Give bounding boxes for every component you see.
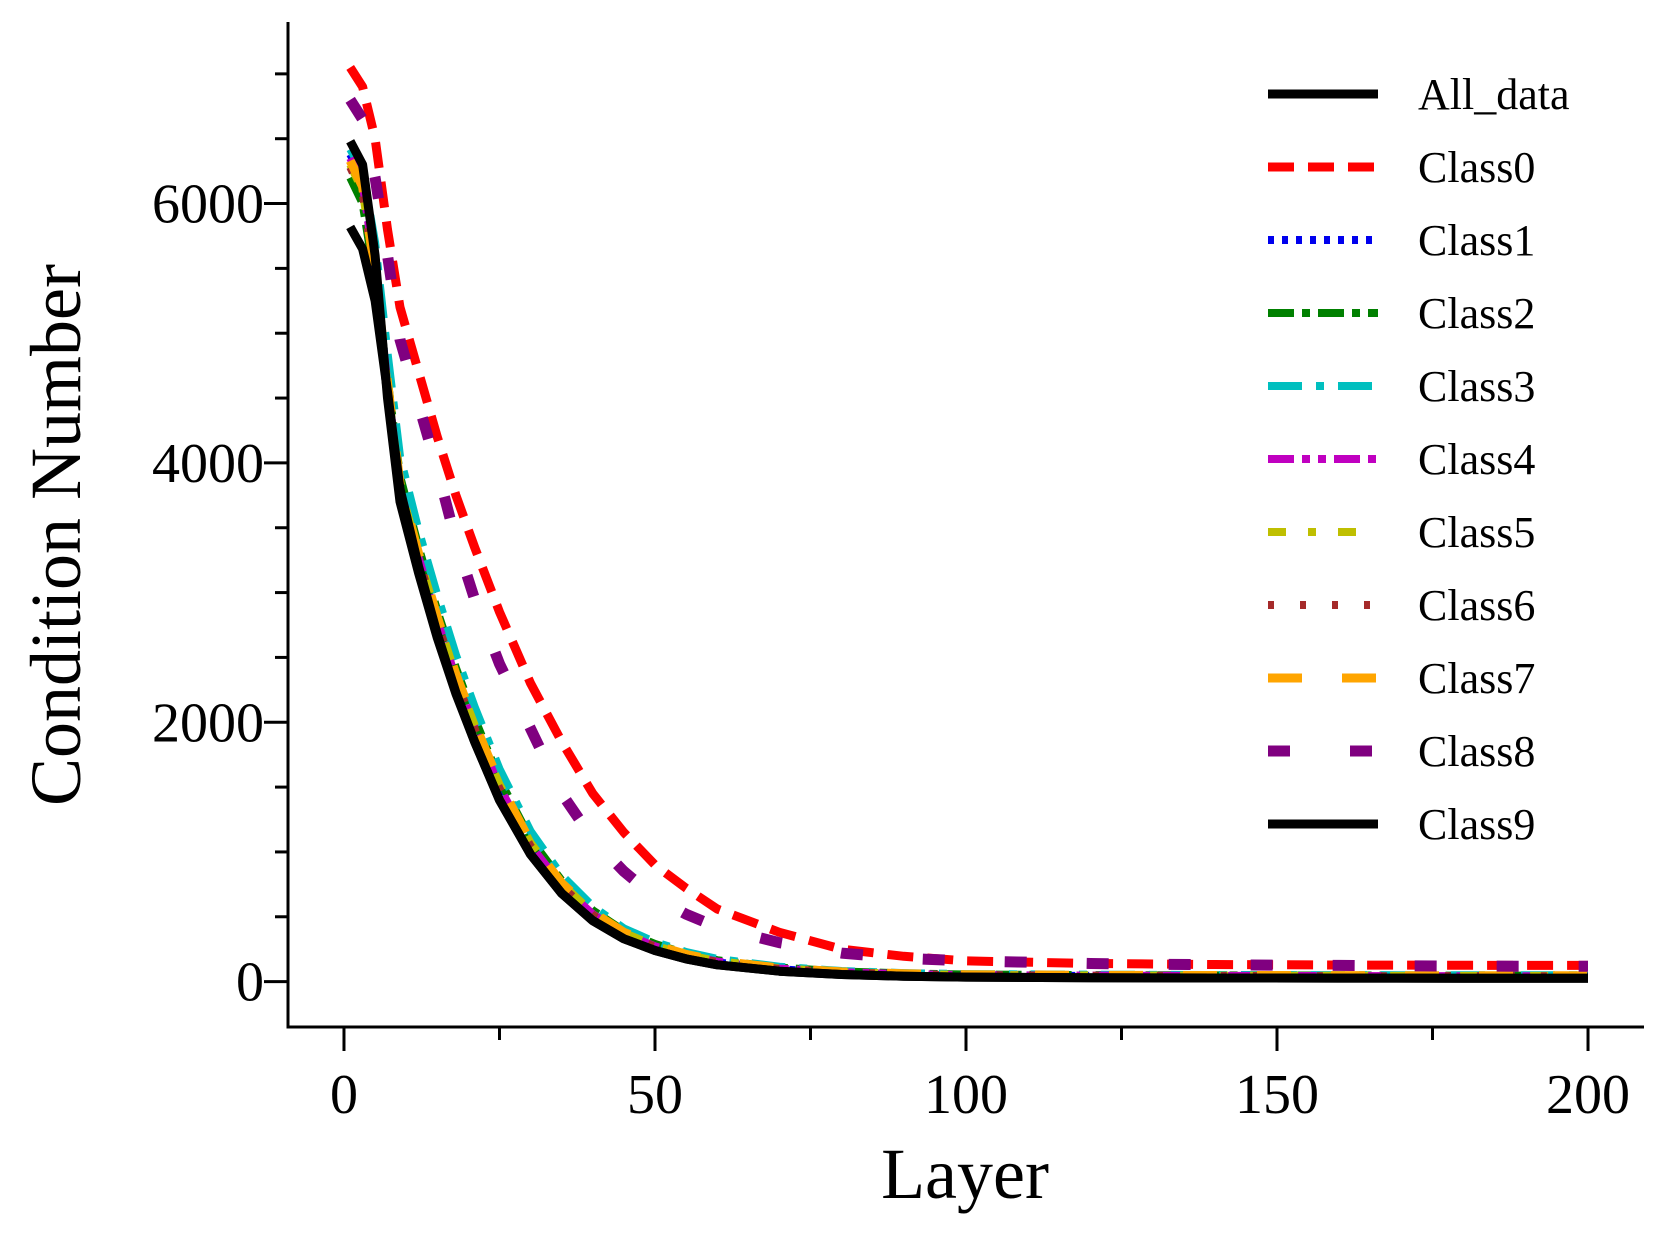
series-layer <box>345 64 1589 983</box>
x-tick-label: 200 <box>1546 1064 1630 1126</box>
y-tick-label: 4000 <box>152 433 264 495</box>
legend: All_data Class0 Class1 Class2 Class3 Class4 Cl… <box>1268 70 1570 849</box>
series-line-class4 <box>346 156 1588 981</box>
x-tick-label: 50 <box>627 1064 683 1126</box>
legend-label-class3: Class3 <box>1418 362 1535 411</box>
series-line-class1 <box>346 152 1588 981</box>
x-tick-label: 0 <box>330 1064 358 1126</box>
x-tick-label: 100 <box>924 1064 1008 1126</box>
legend-label-class6: Class6 <box>1418 581 1535 630</box>
legend-label-class0: Class0 <box>1418 143 1535 192</box>
legend-label-class1: Class1 <box>1418 216 1535 265</box>
y-tick-label: 6000 <box>152 174 264 236</box>
legend-label-class5: Class5 <box>1418 508 1535 557</box>
series-line-class8 <box>345 96 1589 972</box>
y-tick-label: 0 <box>236 952 264 1014</box>
y-tick-label: 2000 <box>152 692 264 754</box>
series-line-all_data <box>346 139 1588 983</box>
y-axis-title: Condition Number <box>16 264 96 806</box>
series-line-class7 <box>346 158 1588 981</box>
legend-label-all_data: All_data <box>1418 70 1570 119</box>
legend-label-class4: Class4 <box>1418 435 1535 484</box>
legend-label-class9: Class9 <box>1418 800 1535 849</box>
legend-label-class7: Class7 <box>1418 654 1535 703</box>
series-line-class0 <box>346 64 1589 970</box>
legend-label-class2: Class2 <box>1418 289 1535 338</box>
x-tick-label: 150 <box>1235 1064 1319 1126</box>
x-axis-title: Layer <box>881 1134 1049 1214</box>
legend-label-class8: Class8 <box>1418 727 1535 776</box>
